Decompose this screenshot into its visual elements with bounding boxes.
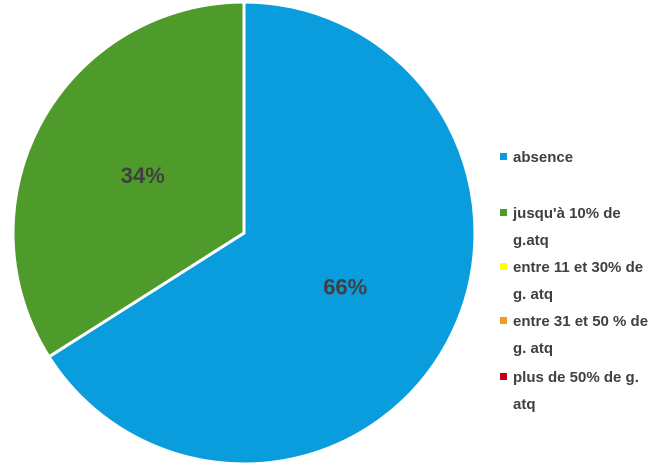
legend-swatch <box>500 263 507 270</box>
pie-slice <box>46 0 477 466</box>
slice-label: 66% <box>323 274 367 299</box>
legend-label: entre 11 et 30% de g. atq <box>513 259 644 303</box>
legend-label: jusqu'à 10% de g.atq <box>513 205 621 249</box>
legend-label: entre 31 et 50 % de g. atq <box>513 313 649 357</box>
legend-item: absence <box>498 144 658 171</box>
slice-label: 34% <box>121 163 165 188</box>
legend-label: plus de 50% de g. atq <box>513 369 639 413</box>
pie-slice <box>11 0 246 359</box>
legend-item: plus de 50% de g. atq <box>498 364 658 418</box>
legend-swatch <box>500 317 507 324</box>
legend-item: jusqu'à 10% de g.atq <box>498 200 658 254</box>
legend-label: absence <box>513 149 574 166</box>
legend-item: entre 31 et 50 % de g. atq <box>498 308 658 362</box>
legend-item: entre 11 et 30% de g. atq <box>498 254 658 308</box>
legend-swatch <box>500 373 507 380</box>
legend-swatch <box>500 153 507 160</box>
legend-swatch <box>500 209 507 216</box>
